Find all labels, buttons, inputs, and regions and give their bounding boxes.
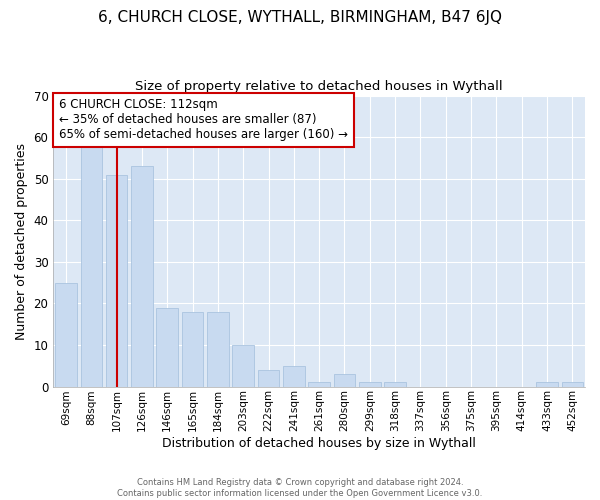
Bar bbox=[55, 282, 77, 387]
Bar bbox=[283, 366, 305, 386]
Bar bbox=[385, 382, 406, 386]
Bar bbox=[562, 382, 583, 386]
X-axis label: Distribution of detached houses by size in Wythall: Distribution of detached houses by size … bbox=[162, 437, 476, 450]
Bar bbox=[359, 382, 380, 386]
Bar bbox=[182, 312, 203, 386]
Text: 6, CHURCH CLOSE, WYTHALL, BIRMINGHAM, B47 6JQ: 6, CHURCH CLOSE, WYTHALL, BIRMINGHAM, B4… bbox=[98, 10, 502, 25]
Bar bbox=[536, 382, 558, 386]
Bar bbox=[157, 308, 178, 386]
Bar bbox=[80, 142, 102, 386]
Bar bbox=[258, 370, 279, 386]
Bar bbox=[131, 166, 152, 386]
Bar bbox=[232, 345, 254, 387]
Text: 6 CHURCH CLOSE: 112sqm
← 35% of detached houses are smaller (87)
65% of semi-det: 6 CHURCH CLOSE: 112sqm ← 35% of detached… bbox=[59, 98, 347, 142]
Title: Size of property relative to detached houses in Wythall: Size of property relative to detached ho… bbox=[136, 80, 503, 93]
Bar bbox=[106, 174, 127, 386]
Text: Contains HM Land Registry data © Crown copyright and database right 2024.
Contai: Contains HM Land Registry data © Crown c… bbox=[118, 478, 482, 498]
Bar bbox=[334, 374, 355, 386]
Bar bbox=[207, 312, 229, 386]
Bar bbox=[308, 382, 330, 386]
Y-axis label: Number of detached properties: Number of detached properties bbox=[15, 142, 28, 340]
